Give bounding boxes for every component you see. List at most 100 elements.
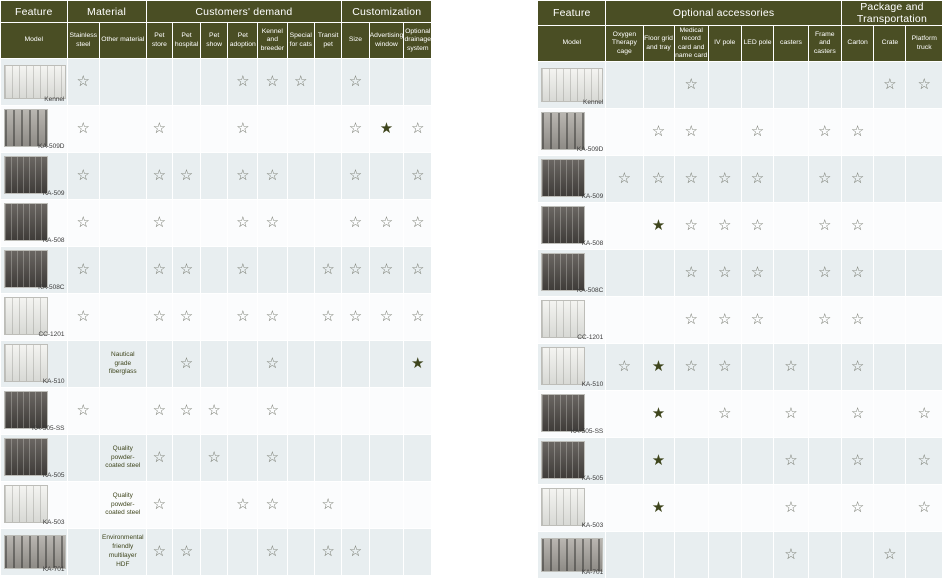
feature-cell [99,152,147,200]
feature-cell: ☆ [807,155,842,203]
star-outline-icon: ☆ [784,358,798,375]
feature-cell: ☆ [740,202,775,250]
feature-cell [286,293,315,341]
feature-cell [227,387,259,435]
feature-cell [807,437,842,485]
product-thumbnail [4,344,48,382]
star-outline-icon: ☆ [750,123,765,140]
feature-cell [605,249,644,297]
star-outline-icon: ☆ [850,311,865,328]
feature-cell: ☆ [313,293,343,341]
model-label: KA-503 [581,522,604,529]
table-row: KA-505-SS ☆ ☆ ☆ ☆ ☆ [0,387,433,435]
feature-cell [873,484,907,532]
star-outline-icon: ☆ [236,261,250,278]
star-outline-icon: ☆ [76,214,90,231]
table-row: KA-509 ☆ ☆ ☆ ☆ ☆ ☆ ☆ [537,155,943,203]
column-header: Crate [873,25,907,62]
model-label: KA-508C [576,287,604,294]
star-outline-icon: ☆ [179,355,194,372]
star-outline-icon: ☆ [684,123,698,140]
feature-cell: ☆ [905,484,943,532]
feature-cell [99,387,147,435]
feature-cell: ☆ [145,481,174,529]
feature-cell: ☆ [840,343,875,391]
feature-cell [145,58,174,106]
column-header: Carton [840,25,875,62]
product-thumbnail [4,438,48,476]
feature-cell [199,340,229,388]
material-note: Quality powder-coated steel [105,444,141,470]
product-thumbnail [541,68,604,102]
feature-cell: ☆ [840,437,875,485]
star-outline-icon: ☆ [265,496,280,513]
feature-cell: ☆ [873,531,907,579]
model-label: KA-503 [42,519,65,526]
feature-cell [807,390,842,438]
model-label: KA-505 [581,475,604,482]
product-thumbnail [4,535,66,569]
model-label: KA-701 [42,566,65,573]
feature-cell: ☆ [905,390,943,438]
star-outline-icon: ☆ [152,496,167,513]
feature-cell: ☆ [145,105,174,153]
star-outline-icon: ☆ [651,123,666,140]
feature-cell [313,152,343,200]
star-outline-icon: ☆ [784,405,798,422]
feature-cell: ☆ [642,108,675,156]
feature-cell: ☆ [605,343,644,391]
feature-cell [286,105,315,153]
column-header: IV pole [707,25,742,62]
feature-cell: ☆ [257,387,288,435]
feature-cell: ☆ [257,199,288,247]
feature-cell [403,434,433,482]
feature-cell [707,531,742,579]
star-outline-icon: ☆ [236,308,250,325]
feature-cell [313,105,343,153]
table-row: KA-509D ☆ ☆ ☆ ☆ ☆ [537,108,943,156]
feature-cell [172,199,201,247]
feature-cell [199,246,229,294]
model-cell: KA-509 [537,155,607,203]
star-outline-icon: ☆ [617,170,632,187]
feature-cell [286,152,315,200]
feature-cell [341,387,370,435]
column-header: Model [537,25,607,62]
star-outline-icon: ☆ [750,311,765,328]
feature-cell [840,531,875,579]
star-outline-icon: ☆ [236,120,250,137]
table-row: KA-509D ☆ ☆ ☆ ☆ ★ ☆ [0,105,433,153]
feature-cell [199,152,229,200]
star-outline-icon: ☆ [152,449,167,466]
feature-cell: ☆ [257,528,288,576]
table-row: KA-701 Environmental friendly multilayer … [0,528,433,576]
model-cell: KA-509 [0,152,68,200]
star-outline-icon: ☆ [294,73,308,90]
column-group-header: Feature [0,0,68,23]
star-outline-icon: ☆ [684,311,698,328]
table-row: Kennel ☆ ☆ ☆ ☆ ☆ [0,58,433,106]
model-label: KA-505 [42,472,65,479]
feature-cell [313,340,343,388]
model-label: CC-1201 [577,334,604,341]
column-header: Oxygen Therapy cage [605,25,644,62]
feature-cell: ☆ [145,528,174,576]
feature-cell [873,249,907,297]
feature-cell: ☆ [740,155,775,203]
feature-cell [773,108,809,156]
product-thumbnail [541,253,586,291]
feature-cell: ☆ [773,484,809,532]
model-label: CC-1201 [38,331,65,338]
feature-cell [368,340,405,388]
feature-cell [313,199,343,247]
feature-cell [368,152,405,200]
feature-cell: ☆ [66,58,100,106]
feature-cell [286,340,315,388]
feature-cell: ☆ [840,202,875,250]
star-outline-icon: ☆ [207,449,221,466]
feature-cell: ☆ [673,202,709,250]
feature-cell: ☆ [341,152,370,200]
feature-cell: ☆ [66,152,100,200]
star-filled-icon: ★ [651,405,666,422]
column-header: Kennel and breeder [257,22,288,59]
